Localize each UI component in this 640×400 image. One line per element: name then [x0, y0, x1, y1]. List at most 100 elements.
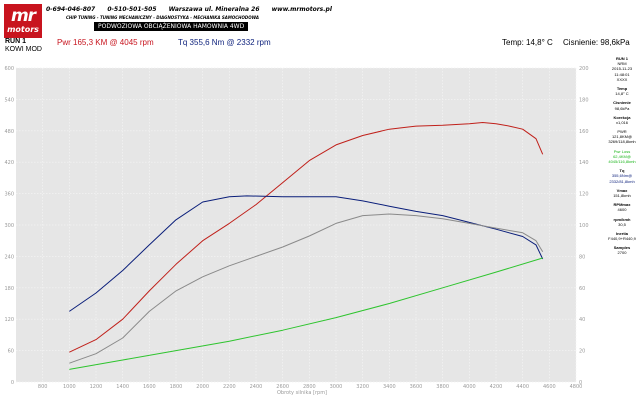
panel-group: Tq 355,6Nm@ 2332/81,8kmh: [604, 168, 640, 184]
x-tick-label: 4200: [490, 384, 503, 390]
x-tick-label: 800: [38, 384, 48, 390]
panel-value: 3269/118,8kmh: [608, 139, 636, 145]
panel-value: 14,8° C: [615, 91, 629, 97]
panel-group: Vmax 151,8kmh: [604, 188, 640, 198]
ambient-temp: Temp: 14,8° C: [502, 38, 553, 47]
x-tick-label: 3800: [436, 384, 449, 390]
left-tick-label: 420: [4, 160, 14, 166]
phone-2: 0-510-501-505: [107, 6, 157, 13]
panel-value: 98,6kPa: [614, 105, 630, 111]
right-tick-label: 140: [579, 160, 589, 166]
right-tick-label: 200: [579, 66, 589, 72]
x-tick-label: 4400: [516, 384, 529, 390]
right-tick-label: 40: [579, 317, 585, 323]
x-tick-label: 2600: [276, 384, 289, 390]
x-tick-label: 1400: [116, 384, 129, 390]
x-tick-label: 1000: [63, 384, 76, 390]
panel-group: Pwr Loss 62,4KM@ 4045/116,8kmh: [604, 149, 640, 165]
panel-group: rpm/kmh 30,5: [604, 217, 640, 227]
panel-value: 355,6Nm@: [611, 173, 633, 179]
left-tick-label: 300: [4, 223, 14, 229]
panel-title: Cisnienie: [613, 100, 631, 106]
x-tick-label: 3400: [383, 384, 396, 390]
run-title: RUN 1: [5, 38, 27, 45]
right-tick-label: 160: [579, 129, 589, 135]
peak-torque: Tq 355,6 Nm @ 2332 rpm: [178, 38, 271, 47]
x-tick-label: 2200: [223, 384, 236, 390]
ambient-conditions: Temp: 14,8° C Cisnienie: 98,6kPa: [502, 38, 638, 47]
panel-group: PWR 121,8KM@ 3269/118,8kmh: [604, 129, 640, 145]
panel-value: NRM: [617, 61, 627, 67]
panel-title: Inertia: [615, 230, 628, 236]
panel-value: x1,016: [615, 119, 628, 125]
x-axis-label: Obroty silnika [rpm]: [277, 390, 327, 396]
results-panel: RUN 1 NRM 2015-11-23 11:48:01 XXXX Temp 14,8° …: [604, 56, 640, 338]
series-line-power: [69, 122, 544, 353]
sample-name: KOWI MOD: [5, 46, 42, 53]
x-tick-label: 1600: [143, 384, 156, 390]
right-tick-label: 180: [579, 97, 589, 103]
x-tick-label: 3200: [356, 384, 369, 390]
panel-label: Pwr Loss: [613, 148, 631, 154]
mrmotors-logo: mr motors: [4, 4, 42, 38]
right-tick-label: 60: [579, 286, 585, 292]
right-axis-ticks: 0 20 40 60 80 100 120 140 160 180 200: [579, 66, 589, 386]
phone-1: 0-694-046-807: [46, 6, 96, 13]
panel-title: Temp: [616, 85, 628, 91]
left-tick-label: 360: [4, 192, 14, 198]
panel-value: XXXX: [616, 76, 628, 82]
left-tick-label: 120: [4, 317, 14, 323]
x-tick-label: 3600: [410, 384, 423, 390]
left-tick-label: 0: [11, 380, 14, 386]
x-axis-ticks: 800 1000 1200 1400 1600 1800 2000 2200 2400 2600 2…: [38, 384, 582, 390]
x-tick-label: 2000: [196, 384, 209, 390]
panel-group: RUN 1 NRM 2015-11-23 11:48:01 XXXX: [604, 56, 640, 82]
left-tick-label: 480: [4, 129, 14, 135]
panel-value: 30,5: [618, 221, 626, 227]
panel-title: Vmax: [616, 187, 628, 193]
panel-group: RPMmax 4600: [604, 202, 640, 212]
right-tick-label: 0: [579, 380, 582, 386]
x-tick-label: 1800: [170, 384, 183, 390]
right-tick-label: 80: [579, 254, 585, 260]
panel-value: 4600: [617, 207, 627, 213]
panel-group: Cisnienie 98,6kPa: [604, 100, 640, 110]
panel-value: 2015-11-23: [611, 66, 633, 72]
series-line-wheel_power: [69, 213, 544, 364]
contact-line: 0-694-046-807 0-510-501-505 Warszawa ul.…: [46, 6, 342, 13]
x-tick-label: 1200: [90, 384, 103, 390]
x-tick-label: 4800: [570, 384, 583, 390]
dyno-banner: PODWOZIOWA OBCIĄŻENIOWA HAMOWNIA 4WD: [94, 22, 249, 31]
left-tick-label: 540: [4, 97, 14, 103]
panel-value: F440,9+R440,9: [608, 236, 636, 242]
left-tick-label: 60: [8, 349, 14, 355]
series-line-torque: [69, 195, 544, 312]
panel-value: 4045/116,8kmh: [608, 159, 636, 164]
panel-group: Temp 14,8° C: [604, 86, 640, 96]
right-tick-label: 100: [579, 223, 589, 229]
grid: [16, 67, 577, 383]
ambient-pressure: Cisnienie: 98,6kPa: [563, 38, 630, 47]
series-line-power_loss: [69, 257, 543, 370]
panel-value: 2332/81,8kmh: [609, 178, 635, 184]
left-tick-label: 240: [4, 254, 14, 260]
panel-label: PWR: [617, 129, 627, 135]
x-tick-label: 4600: [543, 384, 556, 390]
panel-group: Korekcja x1,016: [604, 115, 640, 125]
panel-value: 11:48:01: [614, 71, 630, 77]
x-tick-label: 2800: [303, 384, 316, 390]
panel-value: 2700: [617, 250, 627, 256]
x-tick-label: 2400: [250, 384, 263, 390]
panel-value: 62,4KM@: [613, 153, 631, 159]
x-tick-label: 3000: [330, 384, 343, 390]
left-axis-ticks: 0 60 120 180 240 300 360 420 480 540 600: [4, 66, 14, 386]
panel-value: 121,8KM@: [611, 134, 633, 140]
website: www.mrmotors.pl: [271, 6, 332, 13]
services-line: CHIP TUNING - TUNING MECHANICZNY - DIAGN…: [66, 15, 259, 20]
panel-title: Korekcja: [613, 114, 631, 120]
series-lines: [69, 122, 544, 370]
address: Warszawa ul. Mineralna 26: [168, 6, 260, 13]
right-tick-label: 20: [579, 349, 585, 355]
panel-title: rpm/kmh: [613, 216, 631, 222]
